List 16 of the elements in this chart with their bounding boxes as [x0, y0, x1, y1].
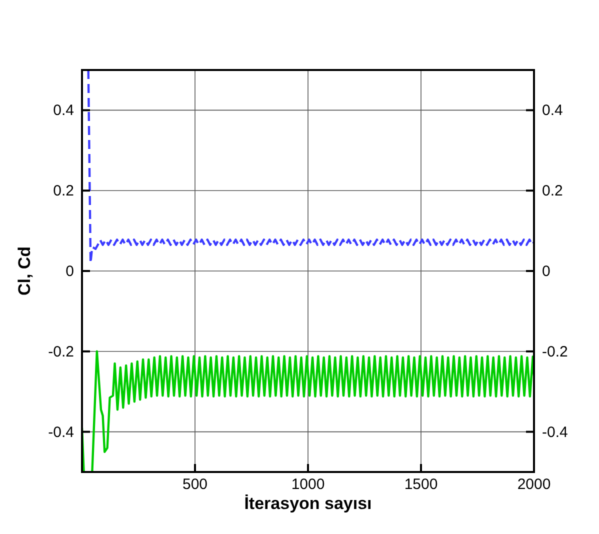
x-tick-label: 1500 [404, 476, 438, 493]
y2-tick-label: -0.2 [542, 343, 568, 360]
y-tick-label: -0.2 [48, 343, 74, 360]
y2-tick-label: 0 [542, 263, 550, 280]
y2-tick-label: 0.4 [542, 102, 563, 120]
y-axis-title: Cl, Cd [15, 246, 34, 296]
y-tick-label: 0.2 [53, 182, 74, 200]
y-tick-label: 0.4 [53, 102, 74, 120]
x-axis-title: İterasyon sayısı [244, 494, 372, 513]
y-tick-label: 0 [66, 263, 74, 280]
y-tick-label: -0.4 [48, 424, 74, 441]
x-tick-label: 2000 [517, 476, 551, 493]
x-tick-label: 500 [182, 476, 208, 493]
x-tick-label: 1000 [291, 476, 325, 493]
y2-tick-label: -0.4 [542, 424, 568, 441]
y2-tick-label: 0.2 [542, 182, 563, 200]
